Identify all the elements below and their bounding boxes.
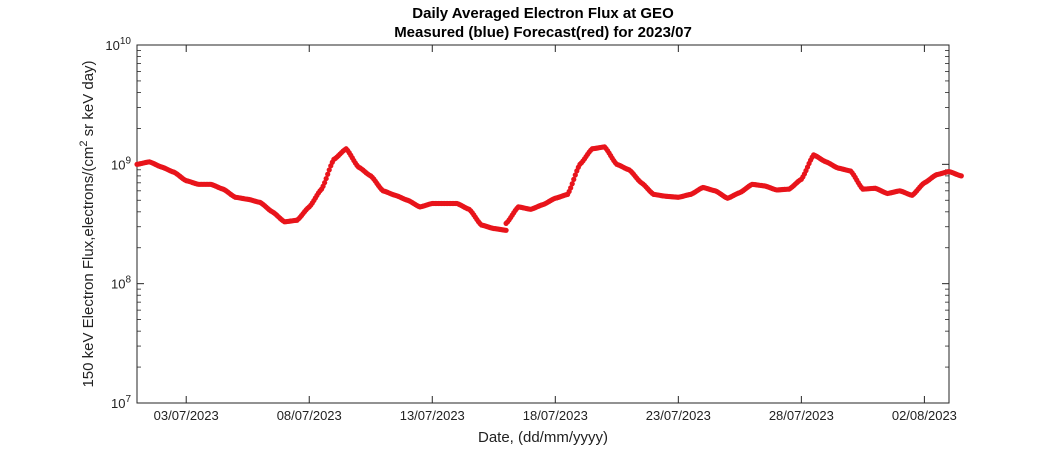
y-tick-label: 107 [111, 394, 131, 411]
y-tick-exponent: 9 [125, 155, 131, 166]
data-point-interp [325, 171, 331, 177]
y-axis-label-main: 150 keV Electron Flux,electrons/(cm [80, 147, 97, 388]
y-tick-base: 10 [111, 396, 125, 411]
data-point-interp [571, 176, 577, 182]
data-point-interp [572, 172, 578, 178]
y-tick-exponent: 8 [125, 275, 131, 286]
x-tick-label: 08/07/2023 [277, 408, 342, 423]
plot-area [136, 44, 950, 404]
y-tick-base: 10 [105, 38, 119, 53]
data-point-interp [323, 175, 329, 182]
data-point-interp [322, 180, 328, 186]
y-tick-label: 108 [111, 275, 131, 292]
x-tick-label: 23/07/2023 [646, 408, 711, 423]
x-tick-label: 02/08/2023 [892, 408, 957, 423]
data-points [134, 144, 964, 233]
data-point-interp [326, 167, 332, 173]
x-tick-label: 28/07/2023 [769, 408, 834, 423]
y-tick-base: 10 [111, 157, 125, 172]
chart-subtitle: Measured (blue) Forecast(red) for 2023/0… [394, 24, 692, 41]
chart-title: Daily Averaged Electron Flux at GEO [412, 5, 674, 22]
data-point [958, 173, 964, 179]
x-tick-label: 18/07/2023 [523, 408, 588, 423]
y-axis-label-sup: 2 [78, 140, 90, 146]
y-tick-exponent: 7 [125, 394, 131, 405]
x-tick-label: 13/07/2023 [400, 408, 465, 423]
x-axis: 03/07/2023 08/07/2023 13/07/2023 18/07/2023… [154, 45, 957, 423]
x-tick-label: 03/07/2023 [154, 408, 219, 423]
y-tick-base: 10 [111, 277, 125, 292]
data-point-interp [568, 185, 574, 191]
y-axis-label-tail: sr keV day) [80, 60, 97, 140]
y-tick-exponent: 10 [120, 36, 132, 47]
data-point-interp [569, 181, 575, 187]
y-axis-label: 150 keV Electron Flux,electrons/(cm2 sr … [78, 60, 97, 387]
y-tick-label: 109 [111, 155, 131, 172]
y-tick-label: 1010 [105, 36, 131, 53]
x-axis-label: Date, (dd/mm/yyyy) [478, 429, 608, 446]
data-point [503, 227, 509, 233]
